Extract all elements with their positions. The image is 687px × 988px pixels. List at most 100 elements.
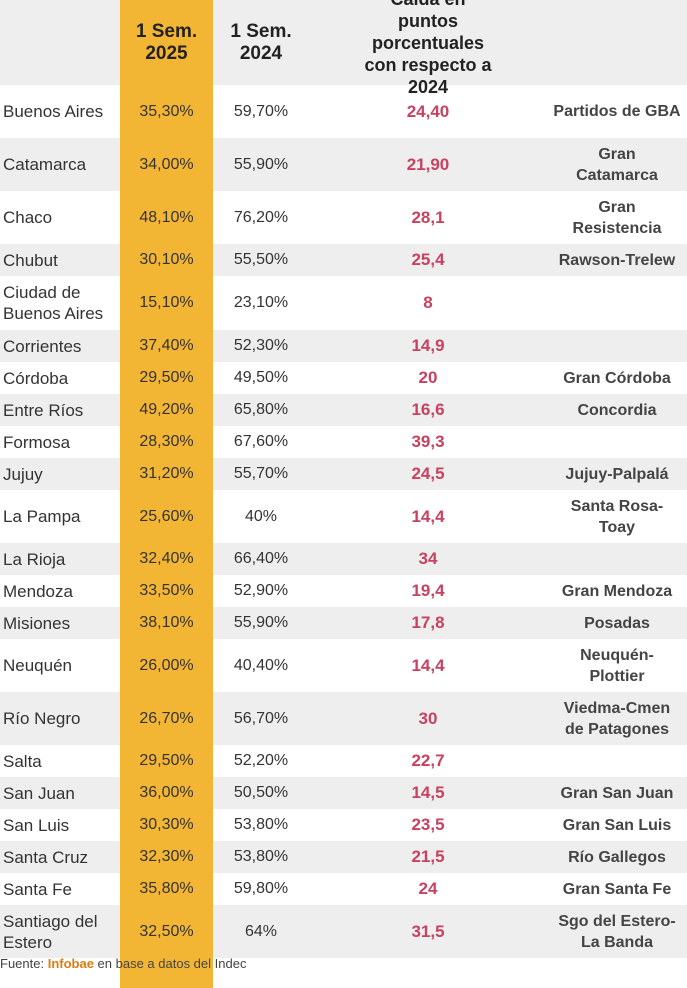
- table-row: Jujuy 31,20% 55,70% 24,5 Jujuy-Palpalá: [0, 458, 687, 490]
- province-cell: Santa Cruz: [3, 847, 89, 867]
- province-cell: Entre Ríos: [3, 400, 84, 420]
- sem2024-cell: 67,60%: [233, 433, 289, 450]
- sem2024-cell: 55,90%: [233, 614, 289, 631]
- city-cell: Jujuy-Palpalá: [565, 465, 669, 483]
- drop-cell: 34: [418, 549, 438, 568]
- city-cell: [547, 276, 687, 330]
- sem2024-cell: 56,70%: [233, 709, 289, 727]
- city-cell: Gran San Juan: [560, 784, 674, 802]
- sem2024-cell: 40,40%: [233, 656, 289, 674]
- city-cell: Gran Mendoza: [561, 582, 673, 600]
- province-cell: San Juan: [3, 783, 75, 803]
- sem2025-cell: 30,30%: [120, 809, 213, 841]
- table-row: Misiones 38,10% 55,90% 17,8 Posadas: [0, 607, 687, 639]
- drop-cell: 16,6: [411, 400, 445, 419]
- sem2024-cell: 66,40%: [233, 550, 289, 567]
- sem2024-cell: 55,90%: [233, 155, 289, 173]
- table-row: Entre Ríos 49,20% 65,80% 16,6 Concordia: [0, 394, 687, 426]
- drop-cell: 21,90: [406, 154, 450, 174]
- drop-cell: 24: [418, 879, 438, 898]
- drop-cell: 31,5: [411, 921, 445, 941]
- drop-cell: 24,5: [411, 464, 445, 483]
- table-row: Catamarca 34,00% 55,90% 21,90 Gran Catam…: [0, 138, 687, 191]
- drop-cell: 8: [423, 293, 433, 312]
- sem2025-cell: 29,50%: [120, 745, 213, 777]
- drop-cell: 23,5: [411, 815, 445, 834]
- sem2025-cell: 15,10%: [120, 276, 213, 330]
- city-cell: [547, 330, 687, 362]
- drop-cell: 14,4: [411, 655, 445, 675]
- sem2024-cell: 49,50%: [233, 369, 289, 386]
- province-cell: Formosa: [3, 432, 71, 452]
- drop-cell: 39,3: [411, 432, 445, 451]
- sem2025-cell: 32,40%: [120, 543, 213, 575]
- drop-cell: 20: [418, 368, 438, 387]
- province-cell: Chaco: [3, 208, 53, 227]
- sem2024-cell: 52,90%: [233, 582, 289, 599]
- table-row: Corrientes 37,40% 52,30% 14,9: [0, 330, 687, 362]
- sem2024-cell: 23,10%: [233, 294, 289, 311]
- sem2025-cell: 48,10%: [120, 191, 213, 244]
- drop-cell: 24,40: [406, 101, 450, 121]
- header-province: [0, 0, 120, 85]
- sem2025-cell: 29,50%: [120, 362, 213, 394]
- table-row: Córdoba 29,50% 49,50% 20 Gran Córdoba: [0, 362, 687, 394]
- city-cell: Concordia: [577, 401, 657, 419]
- drop-cell: 22,7: [411, 751, 445, 770]
- city-cell: Gran Resistencia: [572, 198, 662, 237]
- table-row: Neuquén 26,00% 40,40% 14,4 Neuquén-Plott…: [0, 639, 687, 692]
- drop-cell: 14,5: [411, 783, 445, 802]
- sem2025-cell: 28,30%: [120, 426, 213, 458]
- province-cell: Santiago del Estero: [3, 911, 98, 952]
- sem2024-cell: 50,50%: [233, 784, 289, 801]
- table-row: Santa Fe 35,80% 59,80% 24 Gran Santa Fe: [0, 873, 687, 905]
- drop-cell: 19,4: [411, 581, 445, 600]
- table-row: San Juan 36,00% 50,50% 14,5 Gran San Jua…: [0, 777, 687, 809]
- sem2025-cell: 35,80%: [120, 873, 213, 905]
- drop-cell: [309, 958, 547, 988]
- province-cell: Catamarca: [3, 155, 87, 174]
- province-cell: Chubut: [3, 250, 58, 270]
- sem2024-cell: 59,70%: [233, 102, 289, 120]
- sem2024-cell: 55,70%: [233, 465, 289, 482]
- table-row: Río Negro 26,70% 56,70% 30 Viedma-Cmen d…: [0, 692, 687, 745]
- sem2025-cell: 26,00%: [120, 639, 213, 692]
- province-cell: Córdoba: [3, 368, 69, 388]
- drop-cell: 25,4: [411, 250, 445, 269]
- sem2025-cell: 31,20%: [120, 458, 213, 490]
- source-brand-link[interactable]: Infobae: [47, 956, 94, 971]
- table-row: Santa Cruz 32,30% 53,80% 21,5 Río Galleg…: [0, 841, 687, 873]
- source-suffix: en base a datos del Indec: [93, 956, 247, 971]
- sem2024-cell: 55,50%: [233, 251, 289, 268]
- city-cell: Sgo del Estero-La Banda: [558, 912, 676, 951]
- province-cell: Santa Fe: [3, 879, 72, 899]
- province-cell: Buenos Aires: [3, 102, 104, 121]
- city-cell: [547, 958, 687, 988]
- city-cell: Santa Rosa-Toay: [570, 497, 664, 536]
- sem2025-cell: 30,10%: [120, 244, 213, 276]
- sem2025-cell: 32,50%: [120, 905, 213, 958]
- sem2025-cell: 37,40%: [120, 330, 213, 362]
- city-cell: Gran Santa Fe: [562, 880, 672, 898]
- province-cell: Salta: [3, 751, 42, 771]
- province-cell: San Luis: [3, 815, 70, 835]
- province-cell: Río Negro: [3, 709, 81, 728]
- drop-cell: 30: [418, 708, 438, 728]
- drop-cell: 21,5: [411, 847, 445, 866]
- sem2024-cell: 40%: [244, 507, 278, 525]
- city-cell: [547, 745, 687, 777]
- table-row: La Rioja 32,40% 66,40% 34: [0, 543, 687, 575]
- city-cell: Río Gallegos: [568, 848, 666, 866]
- city-cell: [547, 426, 687, 458]
- drop-cell: 14,9: [411, 336, 445, 355]
- table-row: Buenos Aires 35,30% 59,70% 24,40 Partido…: [0, 85, 687, 138]
- sem2024-cell: 53,80%: [233, 848, 289, 865]
- table-row: La Pampa 25,60% 40% 14,4 Santa Rosa-Toay: [0, 490, 687, 543]
- sem2025-cell: 35,30%: [120, 85, 213, 138]
- city-cell: Rawson-Trelew: [558, 251, 676, 269]
- province-cell: Misiones: [3, 613, 71, 633]
- city-cell: Gran San Luis: [562, 816, 672, 834]
- table-row: Mendoza 33,50% 52,90% 19,4 Gran Mendoza: [0, 575, 687, 607]
- city-cell: Gran Córdoba: [563, 369, 671, 387]
